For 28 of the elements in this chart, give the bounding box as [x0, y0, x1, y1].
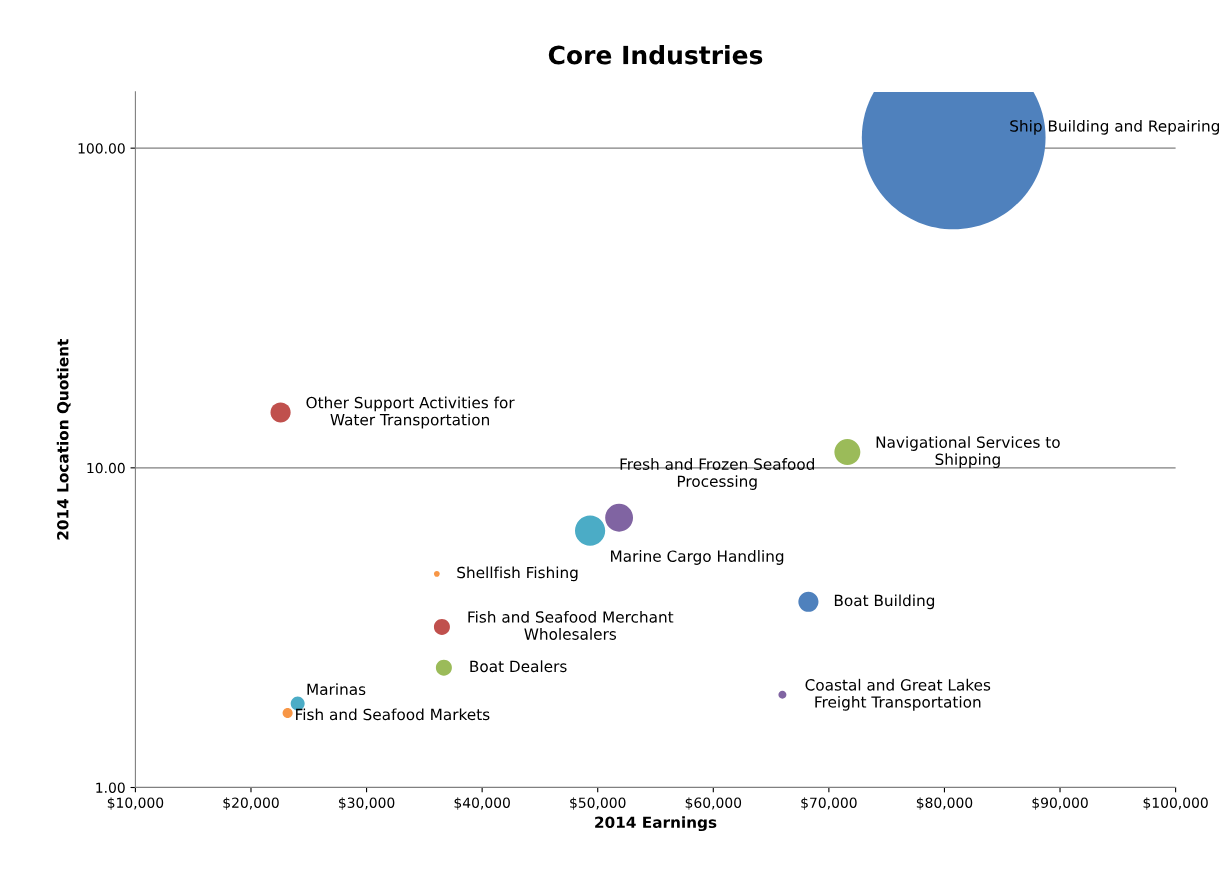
x-tick-label: $10,000 [107, 797, 164, 810]
chart-title: Core Industries [548, 45, 763, 65]
x-tick-label: $20,000 [223, 797, 279, 810]
x-tick-label: $70,000 [801, 797, 857, 810]
text: Ship Building and Repairing [1010, 119, 1220, 135]
y-tick-label: 100.00 [78, 143, 125, 154]
series-label: Other Support Activities for Water Transportation [306, 396, 515, 429]
y-tick-label: 1.00 [96, 782, 125, 793]
y-axis-title: 2014 Location Quotient [56, 338, 71, 540]
series-label: Boat Dealers [470, 660, 567, 673]
series-label: Fish and Seafood Markets [296, 708, 490, 721]
x-tick-label: $60,000 [685, 797, 742, 810]
series-label: Boat Building [834, 594, 935, 610]
series-label: Fish and Seafood Merchant Wholesalers [468, 610, 674, 640]
series-label: Fresh and Frozen Seafood Processing [620, 458, 814, 490]
x-tick-label: $90,000 [1032, 797, 1088, 810]
series-label: Coastal and Great Lakes Freight Transportation [805, 678, 991, 711]
series-label: Marine Cargo Handling [611, 550, 784, 565]
y-tick-label: 10.00 [87, 462, 125, 474]
series-label: Navigational Services to Shipping [876, 436, 1060, 469]
x-tick-label: $100,000 [1143, 797, 1208, 810]
x-axis-title: 2014 Earnings [595, 816, 717, 832]
series-label: Marinas [307, 683, 366, 696]
x-tick-label: $40,000 [454, 797, 510, 810]
x-tick-label: $50,000 [570, 797, 626, 810]
series-label: Shellfish Fishing [457, 566, 578, 582]
x-tick-label: $30,000 [339, 797, 395, 810]
x-tick-label: $80,000 [916, 797, 973, 810]
